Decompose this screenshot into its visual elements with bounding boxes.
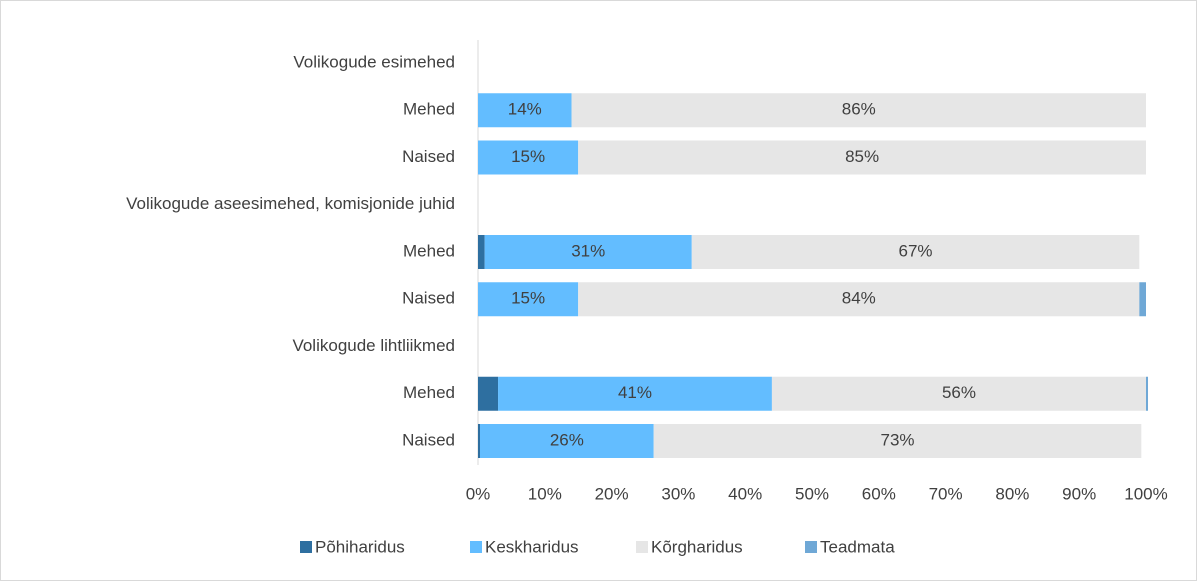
legend-label: Keskharidus — [485, 537, 579, 556]
data-label: 73% — [880, 430, 914, 449]
data-label: 15% — [511, 289, 545, 308]
x-tick-label: 50% — [795, 484, 829, 503]
x-tick-label: 20% — [595, 484, 629, 503]
x-tick-label: 10% — [528, 484, 562, 503]
bar-segment — [578, 140, 1146, 175]
bar-segment — [478, 93, 572, 128]
y-tick-label: Mehed — [403, 241, 455, 260]
legend-label: Kõrgharidus — [651, 537, 743, 556]
y-tick-label: Volikogude esimehed — [293, 52, 455, 71]
bar-segment — [691, 235, 1140, 269]
bar-segment — [478, 376, 499, 411]
bar-segment — [571, 93, 1146, 128]
y-tick-label: Naised — [402, 147, 455, 166]
data-label: 31% — [571, 241, 605, 260]
bar-segment — [771, 376, 1146, 411]
legend-label: Põhiharidus — [315, 537, 405, 556]
bar-segment — [480, 424, 654, 458]
y-tick-label: Mehed — [403, 100, 455, 119]
data-label: 85% — [845, 147, 879, 166]
bar-segment — [1139, 282, 1146, 317]
data-label: 56% — [942, 383, 976, 402]
x-tick-label: 40% — [728, 484, 762, 503]
bar-segment — [498, 376, 772, 411]
legend-swatch — [470, 541, 482, 553]
bar-segment — [484, 235, 692, 269]
y-tick-label: Naised — [402, 289, 455, 308]
legend-swatch — [636, 541, 648, 553]
x-tick-label: 60% — [862, 484, 896, 503]
x-tick-label: 90% — [1062, 484, 1096, 503]
data-label: 41% — [618, 383, 652, 402]
bar-segment — [1146, 376, 1149, 411]
y-tick-label: Naised — [402, 430, 455, 449]
legend-label: Teadmata — [820, 537, 895, 556]
x-tick-label: 0% — [466, 484, 491, 503]
data-label: 15% — [511, 147, 545, 166]
bar-segment — [578, 282, 1140, 317]
data-label: 84% — [842, 289, 876, 308]
data-label: 86% — [842, 100, 876, 119]
y-tick-label: Volikogude lihtliikmed — [292, 336, 455, 355]
x-tick-label: 80% — [995, 484, 1029, 503]
bar-segment — [478, 235, 485, 269]
x-tick-label: 70% — [929, 484, 963, 503]
bar-segment — [478, 140, 579, 175]
bar-segment — [478, 424, 481, 458]
legend-swatch — [300, 541, 312, 553]
x-tick-label: 100% — [1124, 484, 1167, 503]
bar-segment — [653, 424, 1142, 458]
x-tick-label: 30% — [661, 484, 695, 503]
bar-segment — [478, 282, 579, 317]
legend-swatch — [805, 541, 817, 553]
y-tick-label: Mehed — [403, 383, 455, 402]
data-label: 67% — [899, 241, 933, 260]
data-label: 14% — [508, 100, 542, 119]
data-label: 26% — [550, 430, 584, 449]
y-tick-label: Volikogude aseesimehed, komisjonide juhi… — [126, 194, 455, 213]
